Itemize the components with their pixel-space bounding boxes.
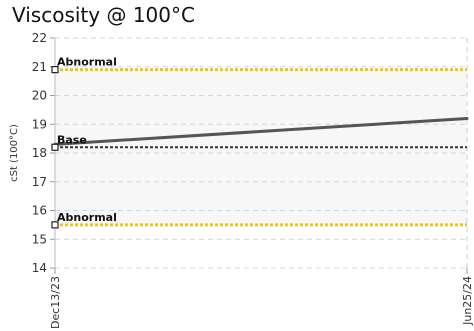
y-tick-label: 19 (32, 117, 47, 131)
reference-marker (51, 221, 59, 229)
chart-title: Viscosity @ 100°C (12, 3, 195, 27)
y-tick-label: 20 (32, 89, 47, 103)
y-tick-label: 21 (32, 60, 47, 74)
reference-marker (51, 143, 59, 151)
reference-label-abnormal: Abnormal (57, 211, 117, 224)
data-series-line (53, 117, 469, 146)
reference-label-abnormal: Abnormal (57, 56, 117, 69)
y-tick-label: 14 (32, 261, 47, 275)
y-tick-label: 18 (32, 146, 47, 160)
y-tick-label: 16 (32, 204, 47, 218)
x-tick-label: Dec13/23 (49, 276, 62, 329)
reference-marker (51, 66, 59, 74)
reference-label-base: Base (57, 133, 87, 146)
y-tick-label: 15 (32, 232, 47, 246)
x-tick-label: Jun25/24 (461, 276, 474, 326)
y-tick-label: 22 (32, 31, 47, 45)
y-axis-label: cSt (100°C) (9, 124, 20, 182)
y-tick-label: 17 (32, 175, 47, 189)
